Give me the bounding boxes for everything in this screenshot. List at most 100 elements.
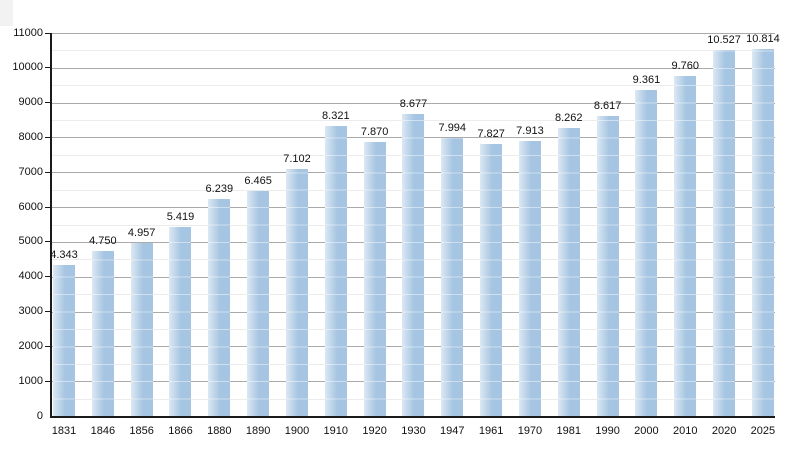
bar: [674, 76, 697, 416]
bar-slot-1947: 7.994 1947: [439, 33, 467, 437]
gridline-minor-10500: [52, 50, 775, 52]
x-axis-label: 1947: [440, 425, 465, 437]
bars-container: 4.343 1831 4.750 1846 4.957 1856 5.419 1866 6.23…: [50, 33, 780, 438]
top-left-artifact: [0, 0, 13, 26]
y-axis-label: 2000: [18, 339, 43, 352]
bar-value-label: 5.419: [166, 211, 195, 224]
gridline-major-9000: [52, 102, 775, 104]
bar-slot-1970: 7.913 1970: [516, 33, 544, 438]
y-axis-tick-8000: [45, 136, 50, 138]
bar-value-label: 9.361: [632, 74, 661, 87]
bar: [285, 168, 308, 416]
x-axis-label: 1990: [595, 425, 620, 437]
y-axis-label: 6000: [18, 200, 43, 213]
x-axis-label: 2025: [750, 425, 776, 437]
x-axis-label: 2010: [673, 425, 698, 437]
x-axis-label: 1920: [362, 425, 387, 437]
y-axis-label: 1000: [18, 374, 43, 387]
bar: [635, 90, 658, 416]
bar-value-label: 10.814: [746, 33, 780, 45]
x-axis-label: 1930: [401, 425, 426, 437]
bar: [130, 243, 153, 416]
bar-slot-1831: 4.343 1831: [50, 33, 78, 437]
bar: [169, 227, 192, 416]
bar-value-label: 4.750: [89, 234, 117, 247]
y-axis-tick-7000: [45, 171, 50, 173]
x-axis-label: 1846: [90, 425, 116, 437]
y-axis-tick-4000: [45, 276, 50, 278]
bar-value-label: 8.321: [322, 110, 350, 123]
y-axis-label: 3000: [18, 305, 43, 318]
y-axis-label: 9000: [18, 96, 43, 109]
bar-slot-1890: 6.465 1890: [244, 33, 272, 437]
bar-slot-1920: 7.870 1920: [360, 33, 389, 437]
plot-area: 0 1000 2000 3000 4000 5000 6000 7000 8000 9000 100…: [12, 27, 780, 438]
x-axis-label: 1910: [323, 425, 349, 437]
bar-slot-1900: 7.102 1900: [283, 33, 311, 437]
y-axis-tick-5000: [45, 241, 50, 243]
gridline-major-11000: [52, 33, 775, 34]
bar-slot-1990: 8.617 1990: [593, 33, 622, 437]
x-axis-label: 1831: [51, 425, 77, 437]
y-axis-label: 4000: [18, 270, 43, 283]
bar: [480, 143, 503, 416]
bar-slot-2010: 9.760 2010: [671, 33, 700, 437]
bar-value-label: 8.262: [555, 112, 583, 125]
bar-slot-1981: 8.262 1981: [555, 33, 583, 437]
y-axis-tick-10000: [45, 67, 50, 69]
y-axis-label: 7000: [18, 165, 43, 178]
bar-value-label: 4.957: [127, 227, 156, 240]
bar: [596, 116, 619, 416]
bar-slot-1961: 7.827 1961: [477, 33, 505, 438]
y-axis-label: 10000: [12, 61, 43, 74]
bar-slot-2025: 10.814 2025: [746, 33, 780, 437]
x-axis-label: 1900: [284, 425, 310, 437]
bar-slot-1866: 5.419 1866: [167, 33, 195, 437]
bar: [208, 198, 231, 416]
y-axis-tick-11000: [45, 32, 50, 34]
bar-slot-1880: 6.239 1880: [206, 33, 234, 437]
bar: [324, 126, 347, 416]
bar-value-label: 10.527: [707, 33, 741, 46]
bar-value-label: 6.239: [205, 182, 234, 195]
bar-slot-2020: 10.527 2020: [707, 33, 741, 438]
bar: [751, 49, 774, 416]
bar-slot-1930: 8.677 1930: [400, 33, 428, 437]
bar-value-label: 8.617: [593, 100, 622, 112]
bar-slot-1846: 4.750 1846: [89, 33, 117, 437]
x-axis-label: 1856: [129, 425, 154, 437]
bar-slot-1856: 4.957 1856: [127, 33, 156, 437]
bar-slot-1910: 8.321 1910: [322, 33, 350, 437]
bar-value-label: 7.870: [360, 126, 389, 138]
bar: [518, 140, 541, 416]
y-axis-tick-6000: [45, 206, 50, 208]
x-axis-label: 1890: [245, 425, 271, 437]
bar-value-label: 7.913: [516, 124, 544, 137]
gridline-minor-9500: [52, 85, 775, 87]
x-axis-label: 1880: [207, 425, 232, 437]
bar: [247, 190, 270, 416]
x-axis-label: 1981: [556, 425, 582, 437]
bar-value-label: 7.102: [283, 152, 311, 165]
y-axis-label: 11000: [13, 26, 43, 39]
y-axis-tick-9000: [45, 102, 50, 104]
bar: [713, 49, 736, 416]
bar: [53, 264, 75, 416]
y-axis-tick-1000: [45, 380, 50, 382]
bar: [363, 142, 386, 416]
x-axis-label: 2000: [634, 425, 659, 437]
bar: [91, 250, 114, 416]
bar-value-label: 7.827: [477, 127, 505, 140]
bar-value-label: 7.994: [438, 121, 467, 134]
bar: [441, 137, 464, 416]
y-axis-label: 5000: [18, 235, 43, 248]
x-axis-label: 2020: [711, 425, 737, 437]
bar-value-label: 8.677: [399, 97, 428, 110]
bar-value-label: 9.760: [671, 60, 700, 73]
bar-slot-2000: 9.361 2000: [633, 33, 661, 437]
bar: [557, 128, 580, 416]
y-axis-tick-3000: [45, 311, 50, 313]
y-axis-label: 8000: [18, 130, 43, 143]
x-axis-label: 1970: [517, 425, 543, 437]
